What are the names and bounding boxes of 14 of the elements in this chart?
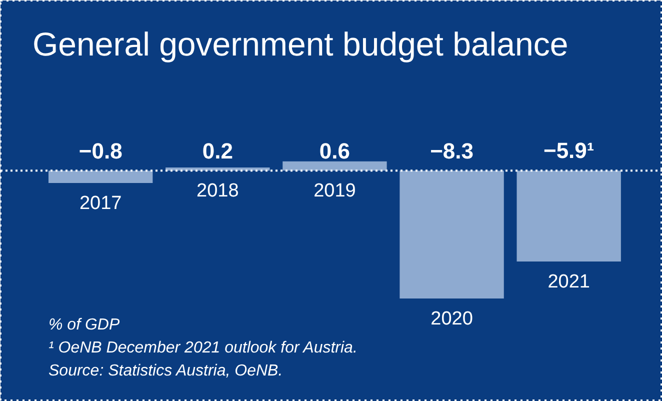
x-tick-label: 2017 (79, 192, 122, 214)
data-label: 0.6 (319, 138, 350, 164)
source-note: Source: Statistics Austria, OeNB. (48, 362, 283, 380)
text: ¹ OeNB December 2021 outlook for Austria. (48, 340, 358, 356)
x-tick-label: 2021 (548, 272, 590, 293)
x-tick-label: 2019 (314, 180, 356, 202)
data-label: −8.3 (430, 138, 474, 164)
data-label: 0.2 (202, 138, 233, 164)
chart-title: General government budget balance (32, 26, 568, 62)
x-tick-label: 2020 (430, 308, 473, 330)
data-label: −0.8 (78, 138, 122, 164)
text: % of GDP (48, 316, 120, 334)
data-label: −5.9¹ (543, 138, 594, 163)
x-tick-label: 2018 (196, 180, 239, 202)
